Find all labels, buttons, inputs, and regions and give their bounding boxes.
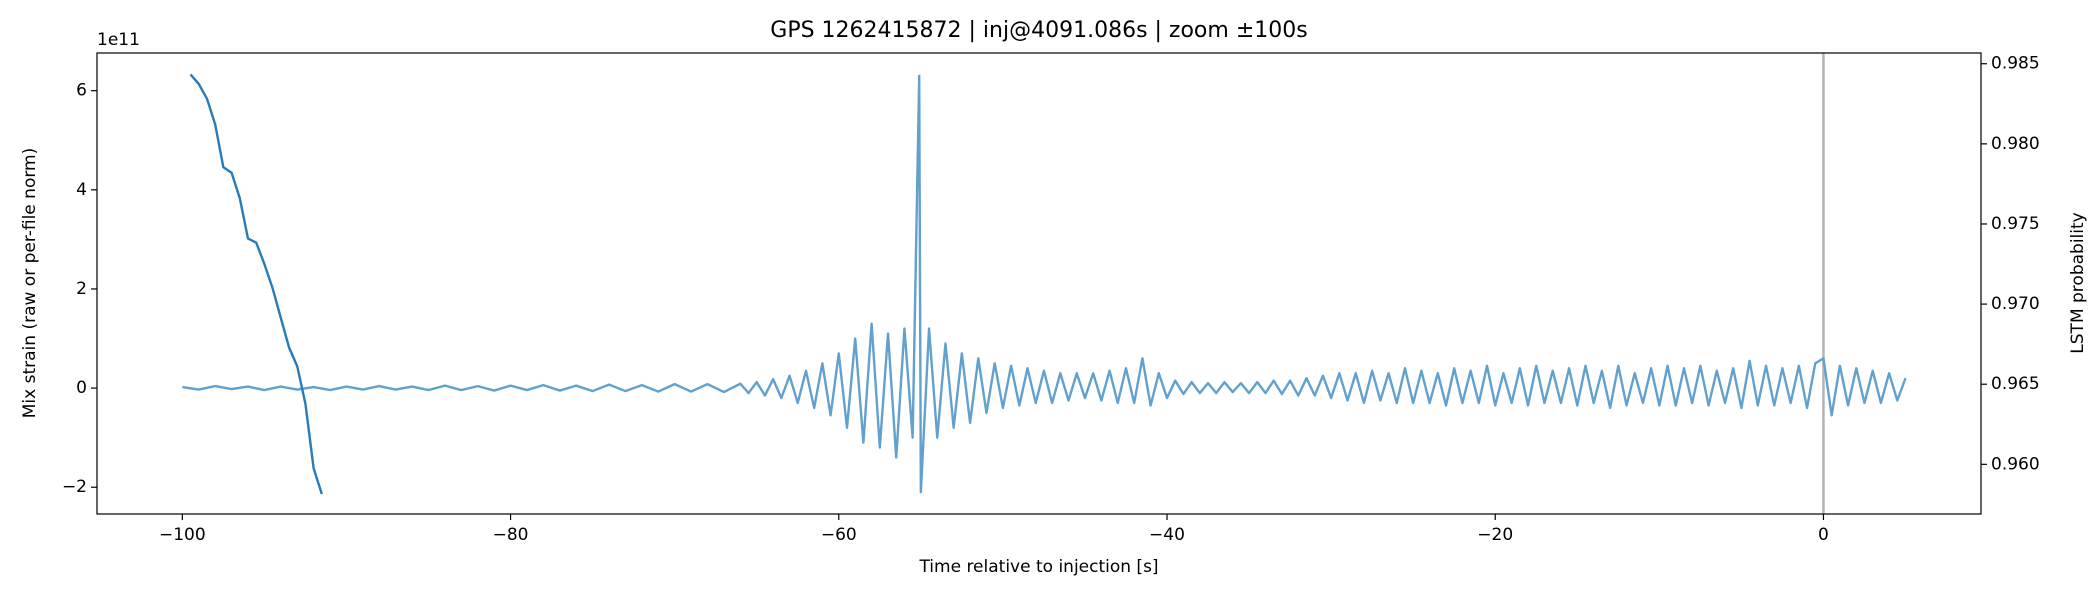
x-tick-label: −60	[821, 525, 857, 545]
y-tick-label: 0	[76, 378, 87, 398]
x-tick-label: 0	[1818, 525, 1829, 545]
plot-frame	[96, 52, 1982, 515]
y-tick-label: 6	[76, 81, 87, 101]
series-line	[182, 74, 1907, 494]
y-axis-label: Mix strain (raw or per-file norm)	[20, 148, 40, 418]
y2-axis-label: LSTM probability	[2068, 212, 2088, 353]
y2-tick-label: 0.960	[1991, 454, 2040, 474]
y2-tick-label: 0.965	[1991, 374, 2040, 394]
y2-tick-label: 0.975	[1991, 214, 2040, 234]
chart-title: GPS 1262415872 | inj@4091.086s | zoom ±1…	[770, 18, 1307, 43]
y2-tick-label: 0.985	[1991, 54, 2040, 74]
x-tick-label: −40	[1149, 525, 1185, 545]
y-tick-label: 4	[76, 180, 87, 200]
y-tick-label: 2	[76, 279, 87, 299]
x-tick-label: −80	[493, 525, 529, 545]
x-tick-label: −20	[1477, 525, 1513, 545]
y2-tick-label: 0.980	[1991, 134, 2040, 154]
x-tick-label: −100	[159, 525, 206, 545]
x-axis-label: Time relative to injection [s]	[918, 557, 1158, 577]
y-offset-label: 1e11	[97, 30, 140, 50]
y2-tick-label: 0.970	[1991, 294, 2040, 314]
series-line	[189, 73, 323, 495]
y-tick-label: −2	[62, 477, 87, 497]
